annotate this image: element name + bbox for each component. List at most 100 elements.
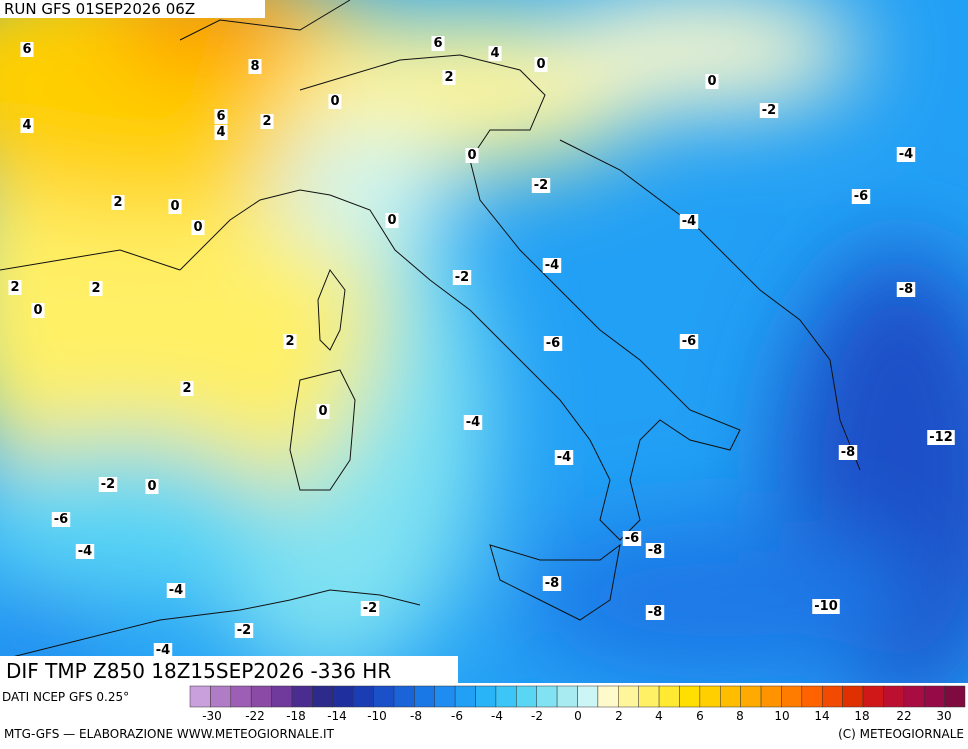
colorbar-swatch xyxy=(312,685,334,708)
colorbar-swatch xyxy=(618,685,639,708)
colorbar-label: -10 xyxy=(367,709,387,723)
map-title: DIF TMP Z850 18Z15SEP2026 -336 HR xyxy=(6,659,391,683)
contour-label: 0 xyxy=(170,199,179,214)
contour-label-bg xyxy=(111,195,125,210)
colorbar-swatch xyxy=(821,685,843,708)
colorbar-swatch xyxy=(781,685,803,708)
contour-label-bg xyxy=(542,258,562,273)
contour-label: -12 xyxy=(929,430,953,445)
contour-label-bg xyxy=(20,42,34,57)
contour-label: -2 xyxy=(237,623,251,638)
contour-label: -2 xyxy=(101,477,115,492)
contour-label: -2 xyxy=(363,601,377,616)
contour-label: -6 xyxy=(625,531,639,546)
contour-label: -8 xyxy=(648,543,662,558)
colorbar-swatch xyxy=(597,685,619,708)
contour-label: 4 xyxy=(490,46,499,61)
contour-label-bg xyxy=(531,178,551,193)
contour-label-bg xyxy=(166,583,186,598)
contour-label-bg xyxy=(180,381,194,396)
contour-label: -8 xyxy=(899,282,913,297)
contour-label: -6 xyxy=(854,189,868,204)
colorbar-label: 0 xyxy=(574,709,582,723)
colorbar-swatch xyxy=(658,685,680,708)
contour-label-bg xyxy=(248,59,262,74)
colorbar-swatch xyxy=(842,685,864,708)
colorbar-swatch xyxy=(720,685,741,708)
contour-label: -6 xyxy=(546,336,560,351)
contour-label-bg xyxy=(385,213,399,228)
colorbar-label: 4 xyxy=(655,709,663,723)
colorbar-label: 14 xyxy=(814,709,829,723)
colorbar-swatch xyxy=(862,685,884,708)
colorbar-swatch xyxy=(352,685,374,708)
contour-label: 0 xyxy=(467,148,476,163)
contour-label: -2 xyxy=(455,270,469,285)
header-box xyxy=(0,0,265,18)
contour-label: 0 xyxy=(330,94,339,109)
contour-label-bg xyxy=(488,46,502,61)
contour-label: 0 xyxy=(387,213,396,228)
contour-label: -4 xyxy=(899,147,913,162)
contour-label-bg xyxy=(554,450,574,465)
contour-label-bg xyxy=(51,512,71,527)
colorbar-swatch xyxy=(679,685,701,708)
contour-label: -8 xyxy=(545,576,559,591)
contour-label-bg xyxy=(452,270,472,285)
contour-label-bg xyxy=(896,147,916,162)
contour-label: -4 xyxy=(682,214,696,229)
contour-label: -4 xyxy=(545,258,559,273)
contour-label-bg xyxy=(896,282,916,297)
contour-label-bg xyxy=(328,94,342,109)
contour-label-bg xyxy=(705,74,719,89)
contour-label: -6 xyxy=(54,512,68,527)
contour-label-bg xyxy=(622,531,642,546)
contour-label-bg xyxy=(679,214,699,229)
colorbar-label: 8 xyxy=(736,709,744,723)
contour-label-bg xyxy=(20,118,34,133)
contour-label-bg xyxy=(463,415,483,430)
colorbar-label: -14 xyxy=(327,709,347,723)
contour-label: 4 xyxy=(22,118,31,133)
colorbar-swatch xyxy=(801,685,823,708)
colorbar-label: -8 xyxy=(410,709,422,723)
contour-label-bg xyxy=(31,303,45,318)
colorbar-swatch xyxy=(760,685,782,708)
source: DATI NCEP GFS 0.25° xyxy=(2,690,129,704)
contour-label-bg xyxy=(679,334,699,349)
contour-label-bg xyxy=(542,576,562,591)
contour-label: 2 xyxy=(285,334,294,349)
colorbar-swatch xyxy=(332,685,354,708)
contour-label: 2 xyxy=(113,195,122,210)
contour-label-bg xyxy=(260,114,274,129)
colorbar-swatch xyxy=(230,685,252,708)
contour-label-bg xyxy=(283,334,297,349)
credits-right: (C) METEOGIORNALE xyxy=(838,727,964,741)
contour-label: -10 xyxy=(814,599,838,614)
colorbar-swatch xyxy=(291,685,313,708)
contour-label: -4 xyxy=(557,450,571,465)
colorbar-label: -22 xyxy=(245,709,265,723)
colorbar-swatch xyxy=(414,685,435,708)
contour-label-bg xyxy=(98,477,118,492)
contour-label-bg xyxy=(316,404,330,419)
colorbar-label: -30 xyxy=(202,709,222,723)
colorbar-label: 18 xyxy=(854,709,869,723)
contour-label-bg xyxy=(234,623,254,638)
contour-label-bg xyxy=(465,148,479,163)
contour-label: 0 xyxy=(193,220,202,235)
colorbar-swatch xyxy=(740,685,762,708)
colorbar-swatch xyxy=(475,685,497,708)
contour-label-bg xyxy=(360,601,380,616)
colorbar-swatch xyxy=(556,685,578,708)
contour-label: 6 xyxy=(216,109,225,124)
contour-label-bg xyxy=(75,544,95,559)
contour-label: 0 xyxy=(33,303,42,318)
colorbar-swatch xyxy=(434,685,456,708)
contour-label: -4 xyxy=(78,544,92,559)
title-box xyxy=(0,656,458,683)
colorbar-swatch xyxy=(577,685,599,708)
colorbar-swatch xyxy=(210,685,232,708)
contour-label-bg xyxy=(645,605,665,620)
